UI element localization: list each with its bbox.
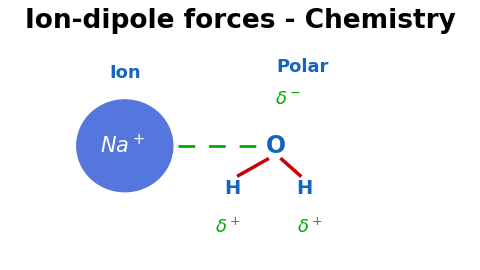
Text: H: H: [225, 180, 241, 198]
Text: $Na^+$: $Na^+$: [100, 134, 145, 157]
Text: O: O: [266, 134, 286, 158]
Text: Polar: Polar: [276, 59, 329, 76]
Text: H: H: [297, 180, 313, 198]
Text: Ion: Ion: [109, 64, 141, 82]
Text: $\delta^+$: $\delta^+$: [215, 217, 241, 237]
Text: $\delta^-$: $\delta^-$: [275, 90, 301, 107]
Text: Ion-dipole forces - Chemistry: Ion-dipole forces - Chemistry: [24, 8, 456, 34]
Ellipse shape: [77, 100, 173, 192]
Text: $\delta^+$: $\delta^+$: [297, 217, 323, 237]
